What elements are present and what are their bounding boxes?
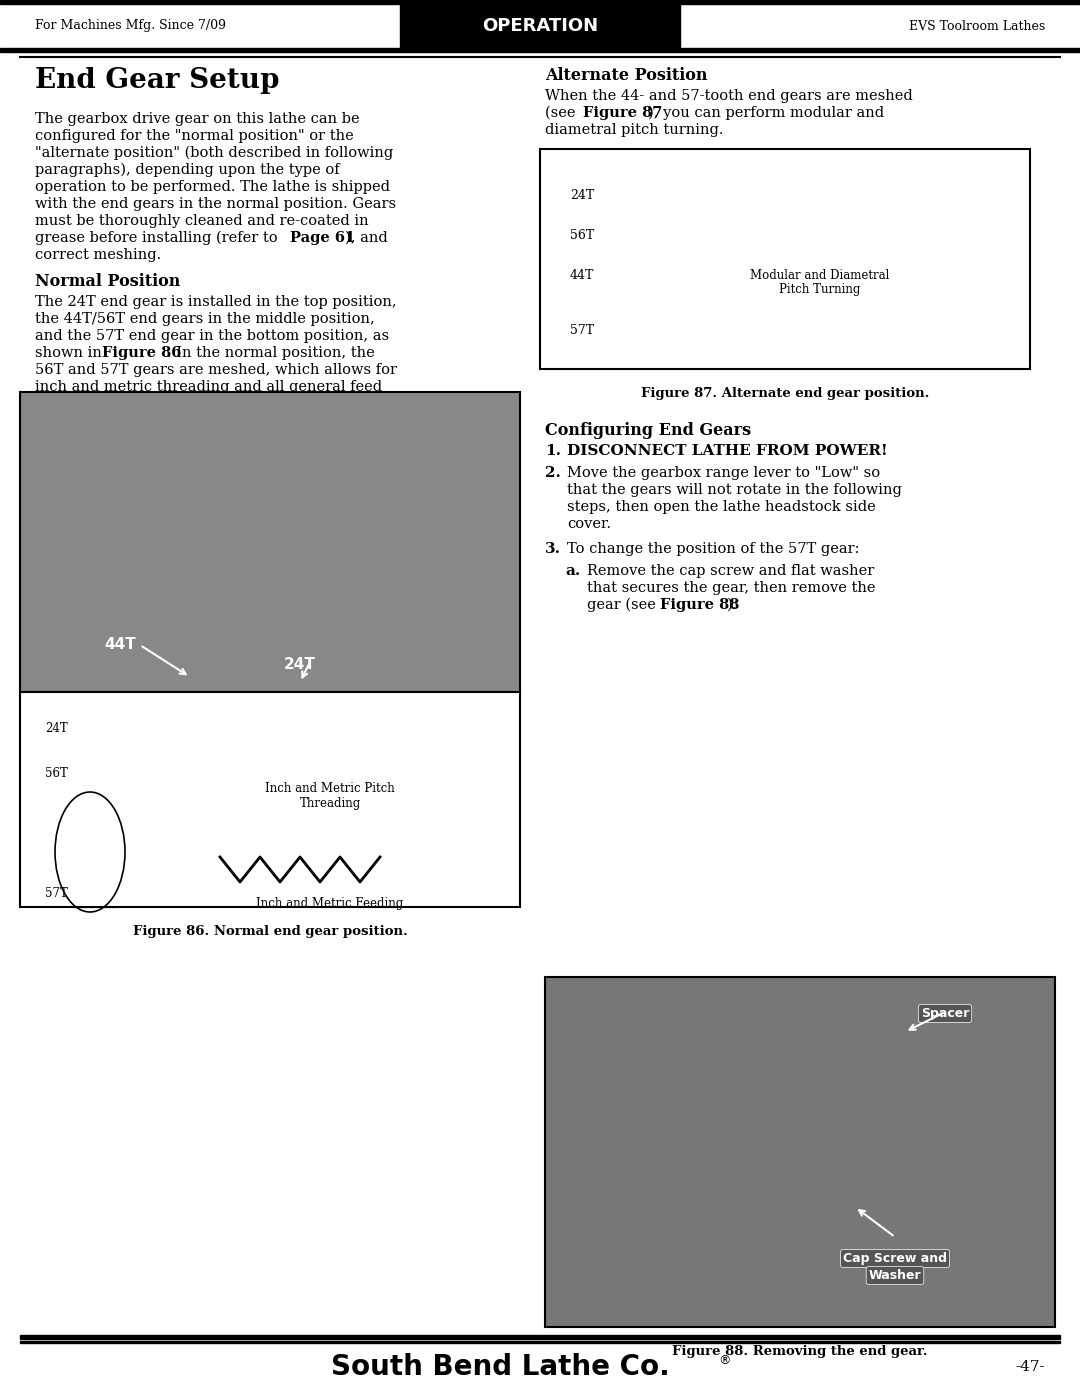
Text: a.: a. — [565, 564, 580, 578]
Text: ), and: ), and — [345, 231, 388, 244]
Text: Normal Position: Normal Position — [35, 272, 180, 291]
Text: Remove the cap screw and flat washer: Remove the cap screw and flat washer — [588, 564, 874, 578]
Text: steps, then open the lathe headstock side: steps, then open the lathe headstock sid… — [567, 500, 876, 514]
Text: Figure 87: Figure 87 — [583, 106, 662, 120]
Text: Configuring End Gears: Configuring End Gears — [545, 422, 751, 439]
Bar — [21, 1341, 1059, 1343]
Text: Alternate Position: Alternate Position — [545, 67, 707, 84]
Text: Spacer: Spacer — [921, 1007, 969, 1020]
Text: 44T: 44T — [570, 270, 594, 282]
Text: South Bend Lathe Co.: South Bend Lathe Co. — [330, 1354, 670, 1382]
Text: Figure 86: Figure 86 — [102, 346, 181, 360]
Text: Pitch Turning: Pitch Turning — [780, 284, 861, 296]
Bar — [540, 149, 1030, 369]
Text: diametral pitch turning.: diametral pitch turning. — [545, 123, 724, 137]
Text: EVS Toolroom Lathes: EVS Toolroom Lathes — [908, 20, 1045, 32]
Text: 57T: 57T — [570, 324, 594, 337]
Bar — [21, 1336, 1059, 1338]
Text: 56T and 57T gears are meshed, which allows for: 56T and 57T gears are meshed, which allo… — [35, 363, 397, 377]
Text: When the 44- and 57-tooth end gears are meshed: When the 44- and 57-tooth end gears are … — [545, 89, 913, 103]
Text: shown in: shown in — [35, 346, 107, 360]
Text: must be thoroughly cleaned and re-coated in: must be thoroughly cleaned and re-coated… — [35, 214, 368, 228]
Text: 24T: 24T — [284, 657, 316, 672]
Text: Figure 88. Removing the end gear.: Figure 88. Removing the end gear. — [672, 1345, 928, 1358]
Text: 56T: 56T — [204, 726, 235, 742]
Text: 57T: 57T — [284, 842, 315, 856]
Text: DISCONNECT LATHE FROM POWER!: DISCONNECT LATHE FROM POWER! — [567, 444, 888, 458]
Text: Modular and Diametral: Modular and Diametral — [751, 270, 890, 282]
Text: Cap Screw and: Cap Screw and — [843, 1252, 947, 1266]
Text: 56T: 56T — [45, 767, 68, 780]
Text: inch and metric threading and all general feed: inch and metric threading and all genera… — [35, 380, 382, 394]
Text: 1.: 1. — [545, 444, 561, 458]
Text: gear (see: gear (see — [588, 598, 661, 612]
Text: that the gears will not rotate in the following: that the gears will not rotate in the fo… — [567, 483, 902, 497]
Text: cover.: cover. — [567, 517, 611, 531]
Bar — [21, 393, 519, 692]
Text: and the 57T end gear in the bottom position, as: and the 57T end gear in the bottom posit… — [35, 330, 389, 344]
Text: ), you can perform modular and: ), you can perform modular and — [648, 106, 885, 120]
Text: "alternate position" (both described in following: "alternate position" (both described in … — [35, 147, 393, 161]
Text: Inch and Metric Pitch: Inch and Metric Pitch — [265, 782, 395, 795]
Text: 3.: 3. — [545, 542, 561, 556]
Text: 57T: 57T — [45, 887, 68, 900]
Text: For Machines Mfg. Since 7/09: For Machines Mfg. Since 7/09 — [35, 20, 226, 32]
Text: ®: ® — [719, 1355, 731, 1368]
Text: Threading: Threading — [299, 798, 361, 810]
Text: operation to be performed. The lathe is shipped: operation to be performed. The lathe is … — [35, 180, 390, 194]
Text: (see: (see — [545, 106, 580, 120]
Text: End Gear Setup: End Gear Setup — [35, 67, 280, 94]
Text: Page 61: Page 61 — [291, 231, 355, 244]
Text: Move the gearbox range lever to "Low" so: Move the gearbox range lever to "Low" so — [567, 467, 880, 481]
Text: -47-: -47- — [1015, 1361, 1044, 1375]
Text: with the end gears in the normal position. Gears: with the end gears in the normal positio… — [35, 197, 396, 211]
Bar — [545, 977, 1055, 1327]
Text: Figure 87. Alternate end gear position.: Figure 87. Alternate end gear position. — [640, 387, 929, 400]
Text: 24T: 24T — [570, 189, 594, 203]
Text: To change the position of the 57T gear:: To change the position of the 57T gear: — [567, 542, 860, 556]
Text: paragraphs), depending upon the type of: paragraphs), depending upon the type of — [35, 163, 339, 177]
Bar — [0, 0, 1080, 4]
Text: 44T: 44T — [104, 637, 136, 652]
Text: grease before installing (refer to: grease before installing (refer to — [35, 231, 282, 246]
Text: OPERATION: OPERATION — [482, 17, 598, 35]
Text: 2.: 2. — [545, 467, 561, 481]
Text: the 44T/56T end gears in the middle position,: the 44T/56T end gears in the middle posi… — [35, 312, 375, 326]
Text: ).: ). — [727, 598, 738, 612]
Text: The gearbox drive gear on this lathe can be: The gearbox drive gear on this lathe can… — [35, 112, 360, 126]
Text: Figure 86. Normal end gear position.: Figure 86. Normal end gear position. — [133, 925, 407, 937]
Text: 56T: 56T — [570, 229, 594, 242]
Text: Washer: Washer — [868, 1268, 921, 1282]
Text: configured for the "normal position" or the: configured for the "normal position" or … — [35, 129, 354, 142]
Bar — [400, 4, 680, 47]
Text: operations.: operations. — [35, 397, 119, 411]
Bar — [0, 47, 1080, 52]
Text: Inch and Metric Feeding: Inch and Metric Feeding — [256, 897, 404, 909]
Text: Figure 88: Figure 88 — [660, 598, 740, 612]
Text: 24T: 24T — [45, 722, 68, 735]
Text: The 24T end gear is installed in the top position,: The 24T end gear is installed in the top… — [35, 295, 396, 309]
Text: that secures the gear, then remove the: that secures the gear, then remove the — [588, 581, 876, 595]
Text: correct meshing.: correct meshing. — [35, 249, 161, 263]
Text: . In the normal position, the: . In the normal position, the — [167, 346, 375, 360]
Bar — [21, 692, 519, 907]
